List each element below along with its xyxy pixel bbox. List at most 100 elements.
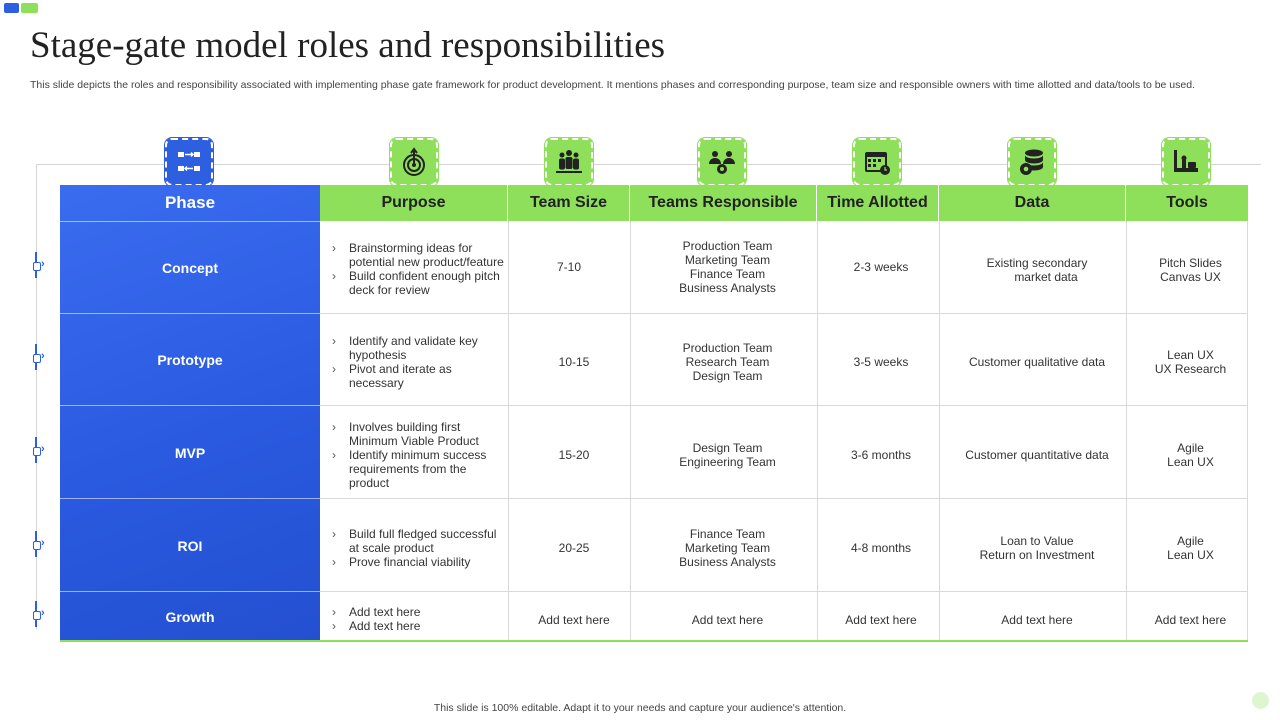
data-item: Return on Investment — [979, 548, 1095, 562]
grid-line — [817, 221, 818, 640]
grid-line — [1126, 221, 1127, 640]
time-cell: 4-8 months — [850, 541, 912, 555]
list-item: Build full fledged successful at scale p… — [330, 527, 508, 555]
tools-cell: Lean UX UX Research — [1126, 313, 1255, 411]
page-subtitle: This slide depicts the roles and respons… — [30, 79, 1195, 91]
timeline-marker-growth: › — [30, 601, 50, 627]
header-purpose: Purpose — [320, 185, 508, 221]
teams-cell: Design Team Engineering Team — [630, 405, 825, 505]
timeline-marker-concept: › — [30, 252, 50, 278]
corner-accent-blue — [4, 3, 19, 13]
data-item: market data — [1014, 269, 1078, 284]
page-title: Stage-gate model roles and responsibilit… — [30, 25, 666, 66]
purpose-list: Brainstorming ideas for potential new pr… — [330, 241, 508, 297]
team-item: Finance Team — [689, 267, 766, 281]
tool-item: Agile — [1177, 441, 1204, 455]
list-item: Prove financial viability — [330, 555, 508, 569]
team-size-cell: 7-10 — [556, 260, 582, 274]
list-item: Add text here — [330, 619, 508, 633]
tool-item: Canvas UX — [1160, 269, 1221, 284]
tools-cell: Pitch Slides Canvas UX — [1126, 221, 1255, 318]
tool-item: Pitch Slides — [1159, 255, 1222, 270]
list-item: Build confident enough pitch deck for re… — [330, 269, 508, 297]
tools-cell: Agile Lean UX — [1126, 405, 1255, 505]
data-cell: Existing secondary market data — [939, 221, 1135, 318]
table-bottom-border — [60, 640, 1248, 642]
grid-line — [320, 591, 1248, 592]
data-item: Existing secondary — [986, 255, 1088, 270]
time-cell: 3-5 weeks — [853, 355, 909, 369]
team-size-cell: 20-25 — [558, 541, 590, 555]
team-item: Business Analysts — [679, 555, 776, 569]
team-size-cell: 15-20 — [558, 448, 590, 462]
tools-icon — [1161, 137, 1211, 187]
flowchart-icon — [164, 137, 214, 187]
header-time-allotted: Time Allotted — [817, 185, 939, 221]
phase-cell-mvp: MVP — [60, 405, 320, 499]
list-item: Identify and validate key hypothesis — [330, 334, 480, 362]
team-icon — [544, 137, 594, 187]
team-item: Design Team — [692, 441, 763, 455]
team-item: Engineering Team — [679, 455, 776, 469]
database-gear-icon — [1007, 137, 1057, 187]
data-cell: Customer qualitative data — [968, 355, 1106, 369]
header-team-size: Team Size — [508, 185, 630, 221]
footer-note: This slide is 100% editable. Adapt it to… — [433, 702, 847, 714]
grid-line — [320, 405, 1248, 406]
list-item: Involves building first Minimum Viable P… — [330, 420, 505, 448]
phase-cell-prototype: Prototype — [60, 313, 320, 406]
team-item: Research Team — [685, 355, 770, 369]
timeline-marker-roi: › — [30, 531, 50, 557]
grid-line — [1247, 221, 1248, 640]
team-size-cell: Add text here — [538, 612, 610, 627]
time-cell: 2-3 weeks — [853, 260, 909, 274]
header-phase: Phase — [164, 193, 216, 212]
team-size-cell: 10-15 — [558, 355, 590, 369]
purpose-list: Identify and validate key hypothesis Piv… — [330, 334, 480, 390]
timeline-vertical-line — [36, 164, 37, 629]
grid-line — [320, 498, 1248, 499]
data-cell: Loan to Value Return on Investment — [939, 498, 1135, 598]
grid-line — [508, 221, 509, 640]
list-item: Pivot and iterate as necessary — [330, 362, 480, 390]
tools-cell: Agile Lean UX — [1126, 498, 1255, 598]
teams-cell: Production Team Marketing Team Finance T… — [630, 221, 825, 313]
group-gear-icon — [697, 137, 747, 187]
timeline-marker-mvp: › — [30, 437, 50, 463]
teams-cell: Finance Team Marketing Team Business Ana… — [630, 498, 825, 598]
phase-cell-growth: Growth — [60, 591, 320, 642]
phase-cell-concept: Concept — [60, 221, 320, 314]
purpose-list: Involves building first Minimum Viable P… — [330, 420, 505, 490]
tools-cell: Add text here — [1154, 612, 1227, 627]
header-data: Data — [939, 185, 1126, 221]
header-teams-responsible: Teams Responsible — [630, 185, 817, 221]
list-item: Add text here — [330, 605, 508, 619]
tool-item: Lean UX — [1167, 348, 1214, 362]
team-item: Marketing Team — [684, 253, 771, 267]
corner-dot — [1252, 692, 1269, 709]
time-cell: 3-6 months — [850, 448, 912, 462]
grid-line — [939, 221, 940, 640]
timeline-marker-prototype: › — [30, 344, 50, 370]
data-cell: Customer quantitative data — [965, 448, 1109, 462]
corner-accent-green — [21, 3, 38, 13]
phase-column: Phase Concept Prototype MVP ROI Growth — [60, 185, 320, 641]
target-icon — [389, 137, 439, 187]
data-item: Loan to Value — [1000, 534, 1074, 548]
timeline-top-line — [37, 164, 1261, 165]
purpose-list: Build full fledged successful at scale p… — [330, 527, 508, 569]
header-tools: Tools — [1126, 185, 1248, 221]
grid-line — [630, 221, 631, 640]
tool-item: Agile — [1177, 534, 1204, 548]
list-item: Identify minimum success requirements fr… — [330, 448, 505, 490]
grid-line — [320, 313, 1248, 314]
teams-cell: Add text here — [691, 612, 764, 627]
tool-item: Lean UX — [1167, 455, 1214, 469]
list-item: Brainstorming ideas for potential new pr… — [330, 241, 508, 269]
team-item: Production Team — [682, 341, 773, 355]
tool-item: Lean UX — [1167, 548, 1214, 562]
team-item: Production Team — [682, 239, 773, 253]
team-item: Business Analysts — [679, 281, 776, 295]
team-item: Marketing Team — [684, 541, 771, 555]
teams-cell: Production Team Research Team Design Tea… — [630, 313, 825, 411]
